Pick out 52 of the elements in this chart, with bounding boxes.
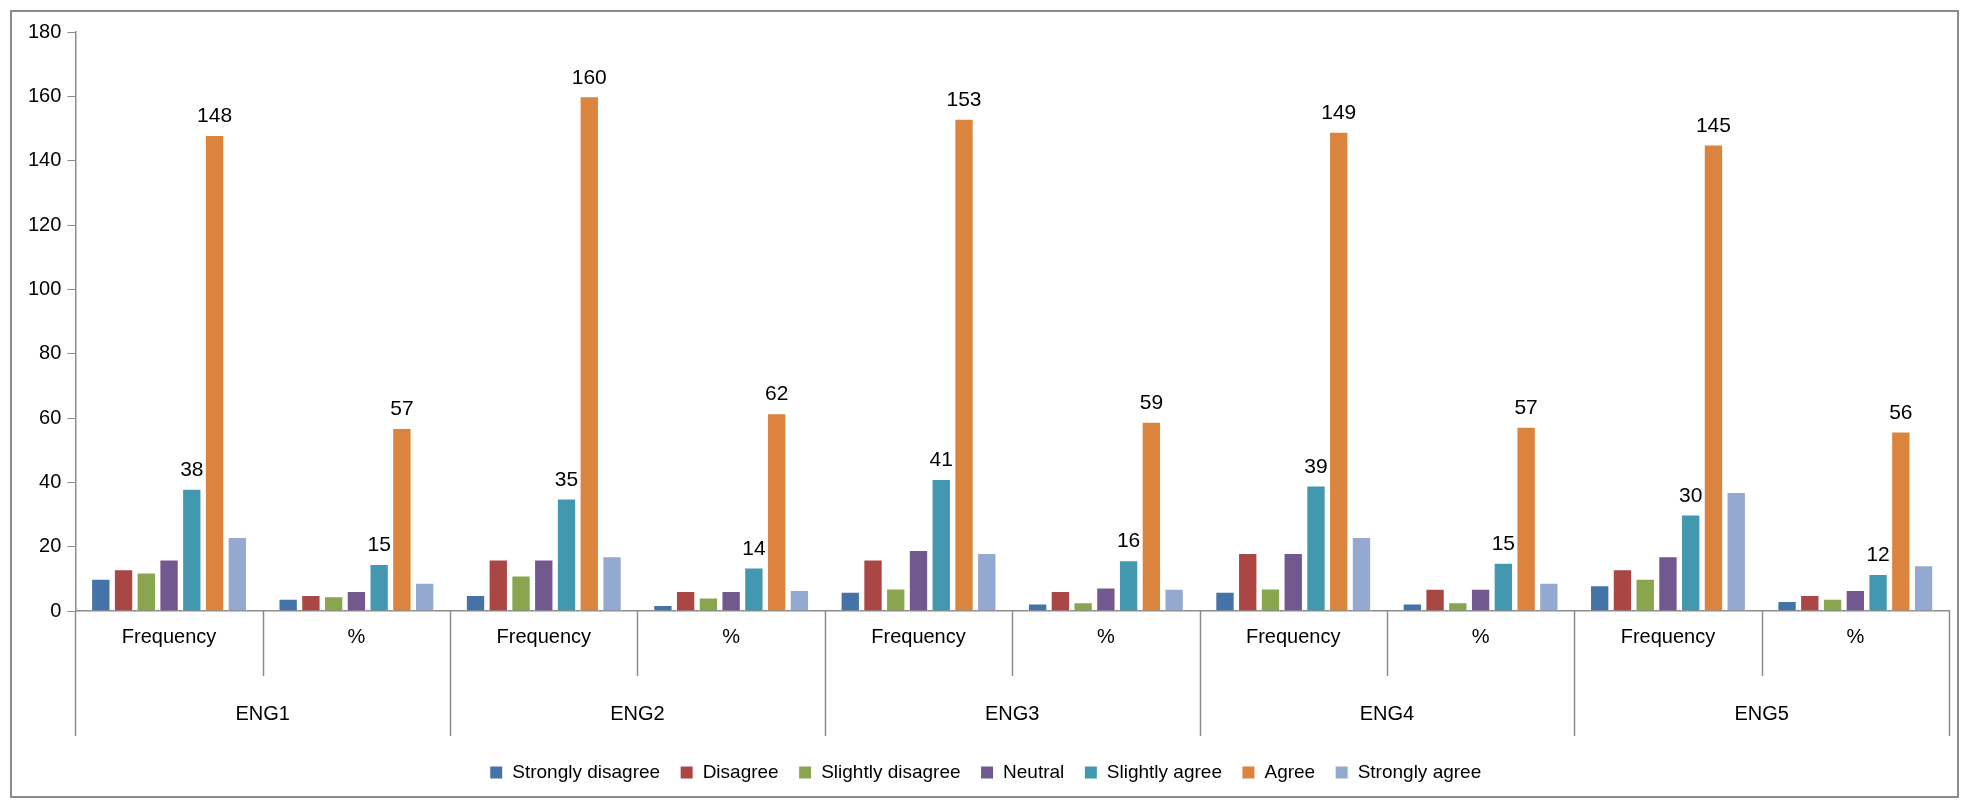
x-tick-label: % [1471, 624, 1490, 647]
data-label: 59 [1139, 390, 1164, 414]
data-label: 149 [1321, 100, 1357, 124]
y-tick-label: 120 [27, 212, 62, 235]
y-tick-label: 40 [39, 469, 62, 492]
data-label: 41 [929, 447, 953, 471]
y-tick-label: 140 [27, 148, 62, 171]
data-label: 57 [390, 396, 414, 420]
text: ENG4 [1359, 701, 1415, 724]
text: ENG2 [610, 701, 665, 724]
data-label: 39 [1304, 453, 1328, 477]
x-tick-label: Frequency [1245, 624, 1341, 647]
legend-label: Slightly agree [1106, 760, 1222, 782]
y-tick-label: 180 [27, 19, 62, 42]
data-label: 16 [1116, 528, 1141, 552]
data-label: 14 [742, 535, 766, 559]
x-tick-label: % [347, 624, 366, 647]
legend-label: Neutral [1003, 760, 1065, 782]
y-tick-label: 100 [27, 276, 62, 299]
legend-label: Strongly disagree [512, 760, 661, 782]
text: ENG5 [1734, 701, 1789, 724]
data-label: 57 [1514, 394, 1538, 418]
y-tick-label: 20 [39, 534, 62, 557]
y-tick-label: 60 [39, 405, 62, 428]
data-label: 145 [1695, 112, 1731, 136]
data-label: 153 [946, 87, 982, 111]
data-label: 62 [764, 381, 789, 405]
data-label: 15 [367, 532, 391, 556]
y-tick-label: 160 [27, 83, 62, 106]
legend-label: Slightly disagree [821, 760, 961, 782]
data-label: 30 [1679, 482, 1703, 506]
y-tick-label: 80 [39, 341, 62, 364]
data-label: 35 [554, 466, 579, 490]
data-label: 148 [197, 103, 233, 127]
x-tick-label: % [1096, 624, 1115, 647]
data-label: 15 [1491, 531, 1516, 555]
x-tick-label: % [1846, 624, 1865, 647]
x-tick-label: Frequency [121, 624, 217, 647]
text: ENG3 [984, 701, 1040, 724]
y-tick-label: 0 [50, 598, 62, 621]
legend-label: Disagree [702, 760, 779, 782]
data-label: 12 [1866, 542, 1890, 566]
legend-label: Agree [1264, 760, 1316, 782]
legend-label: Strongly agree [1357, 760, 1482, 782]
x-tick-label: Frequency [871, 624, 966, 647]
x-tick-label: Frequency [1620, 624, 1716, 647]
x-tick-label: Frequency [496, 624, 592, 647]
text: ENG1 [235, 701, 290, 724]
data-label: 160 [571, 64, 607, 88]
x-tick-label: % [722, 624, 741, 647]
data-label: 38 [180, 457, 204, 481]
data-label: 56 [1889, 399, 1913, 423]
